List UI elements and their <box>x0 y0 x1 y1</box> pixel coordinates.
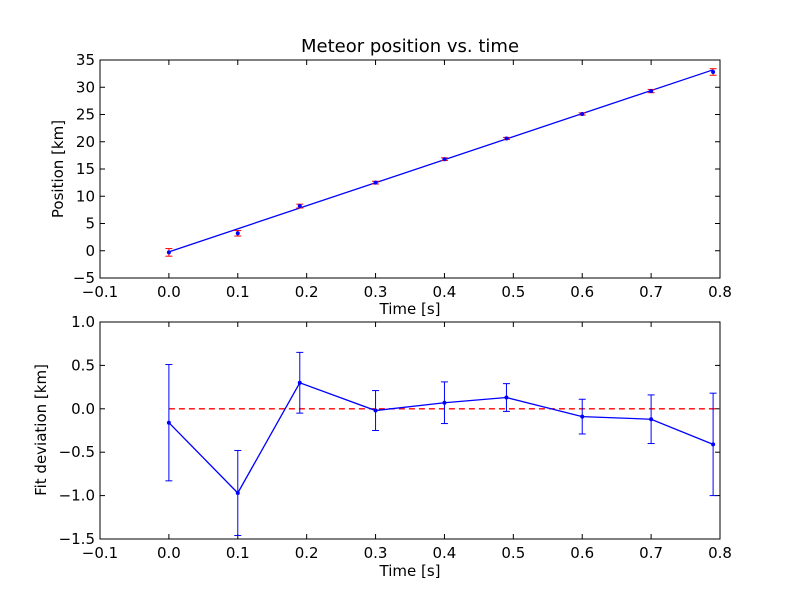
data-point <box>504 136 509 141</box>
data-point <box>442 400 447 405</box>
position-vs-time-panel: Meteor position vs. time −0.1 0.0 0.1 0.2 0.… <box>49 36 732 318</box>
data-point <box>297 380 302 385</box>
y-tick-label: −0.5 <box>59 443 95 461</box>
x-tick-label: 0.0 <box>157 544 181 562</box>
data-point <box>166 250 171 255</box>
plot-area-frame <box>99 321 721 540</box>
chart-marks <box>165 68 717 257</box>
data-point <box>504 395 509 400</box>
y-tick-label: 0.5 <box>71 356 95 374</box>
axis-ticks: −0.1 0.0 0.1 0.2 0.3 0.4 0.5 0.6 0.7 0.8 −1.5 −1.0 −… <box>59 313 732 562</box>
y-tick-label: 10 <box>76 187 95 205</box>
x-tick-label: 0.3 <box>364 283 388 301</box>
x-tick-label: 0.7 <box>639 544 663 562</box>
x-tick-label: 0.3 <box>364 544 388 562</box>
fit-deviation-panel: −0.1 0.0 0.1 0.2 0.3 0.4 0.5 0.6 0.7 0.8 −1.5 −1.0 −… <box>32 313 732 580</box>
x-tick-label: −0.1 <box>82 544 118 562</box>
chart-title: Meteor position vs. time <box>301 36 519 57</box>
y-tick-label: −1.0 <box>59 487 95 505</box>
x-tick-label: 0.5 <box>501 283 525 301</box>
x-tick-label: 0.2 <box>295 283 319 301</box>
y-axis-label: Fit deviation [km] <box>32 364 50 496</box>
x-tick-label: 0.4 <box>433 544 457 562</box>
data-point <box>297 204 302 209</box>
y-tick-label: 20 <box>76 133 95 151</box>
x-tick-label: 0.7 <box>639 283 663 301</box>
x-tick-label: 0.6 <box>570 544 594 562</box>
data-point <box>235 231 240 236</box>
data-point <box>580 111 585 116</box>
y-tick-label: 30 <box>76 78 95 96</box>
y-tick-label: 0.0 <box>71 400 95 418</box>
x-tick-label: 0.1 <box>226 283 250 301</box>
data-point <box>235 490 240 495</box>
y-tick-label: 5 <box>85 215 95 233</box>
data-point <box>649 89 654 94</box>
data-point <box>373 180 378 185</box>
x-tick-label: −0.1 <box>82 283 118 301</box>
x-tick-label: 0.4 <box>433 283 457 301</box>
x-tick-label: 0.1 <box>226 544 250 562</box>
data-point <box>711 442 716 447</box>
x-tick-label: 0.8 <box>708 283 732 301</box>
data-point <box>580 414 585 419</box>
x-tick-label: 0.8 <box>708 544 732 562</box>
x-tick-label: 0.0 <box>157 283 181 301</box>
data-point <box>649 417 654 422</box>
y-tick-label: 1.0 <box>71 313 95 331</box>
x-tick-label: 0.2 <box>295 544 319 562</box>
x-tick-label: 0.5 <box>501 544 525 562</box>
y-tick-label: −1.5 <box>59 530 95 548</box>
x-axis-label: Time [s] <box>379 562 441 580</box>
data-point <box>373 408 378 413</box>
y-tick-label: 35 <box>76 51 95 69</box>
data-point <box>711 69 716 74</box>
y-tick-label: −5 <box>73 269 95 287</box>
x-axis-label: Time [s] <box>379 300 441 318</box>
y-axis-label: Position [km] <box>49 120 67 218</box>
x-tick-label: 0.6 <box>570 283 594 301</box>
data-point <box>442 157 447 162</box>
chart-marks <box>165 351 720 537</box>
y-tick-label: 0 <box>85 242 95 260</box>
axis-ticks: −0.1 0.0 0.1 0.2 0.3 0.4 0.5 0.6 0.7 0.8 −5 0 5 10 15 2… <box>73 51 732 301</box>
y-tick-label: 15 <box>76 160 95 178</box>
y-tick-label: 25 <box>76 106 95 124</box>
data-point <box>166 420 171 425</box>
plot-area-frame <box>99 59 721 279</box>
